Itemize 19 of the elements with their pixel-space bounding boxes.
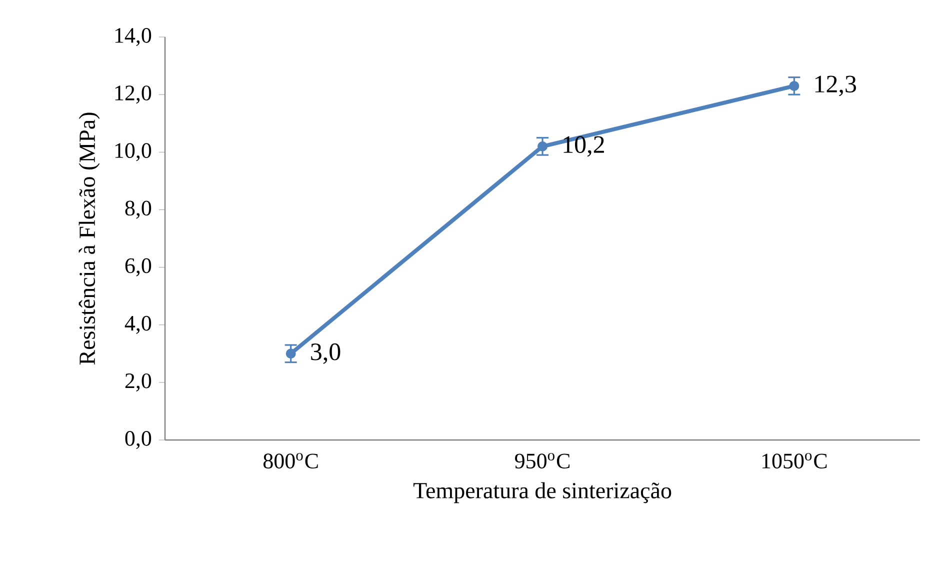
y-tick-label: 10,0	[115, 143, 152, 162]
x-tick-label: 950$^{o}$C	[515, 453, 570, 468]
y-tick-label: 4,0	[124, 316, 152, 334]
data-label: 10,2	[564, 136, 604, 157]
data-label: 12,3	[815, 76, 856, 96]
y-tick-label: 2,0	[125, 373, 152, 392]
y-tick-label: 6,0	[125, 258, 152, 276]
point	[538, 141, 548, 152]
y-tick-label: 8,0	[125, 200, 152, 219]
x-axis-title: Temperatura de sinterização	[413, 482, 672, 504]
point	[286, 348, 296, 359]
point	[789, 80, 800, 91]
y-tick-label: 12,0	[115, 86, 152, 104]
y-tick-label: 0,0	[125, 431, 152, 450]
x-tick-label: 1050$^{o}$C	[762, 453, 827, 468]
y-axis-title: Resistência à Flexão (MPa)	[78, 112, 100, 365]
data-label: 3,0	[311, 343, 340, 364]
x-tick-label: 800$^{o}$C	[264, 453, 318, 468]
y-tick-label: 14,0	[115, 28, 152, 46]
